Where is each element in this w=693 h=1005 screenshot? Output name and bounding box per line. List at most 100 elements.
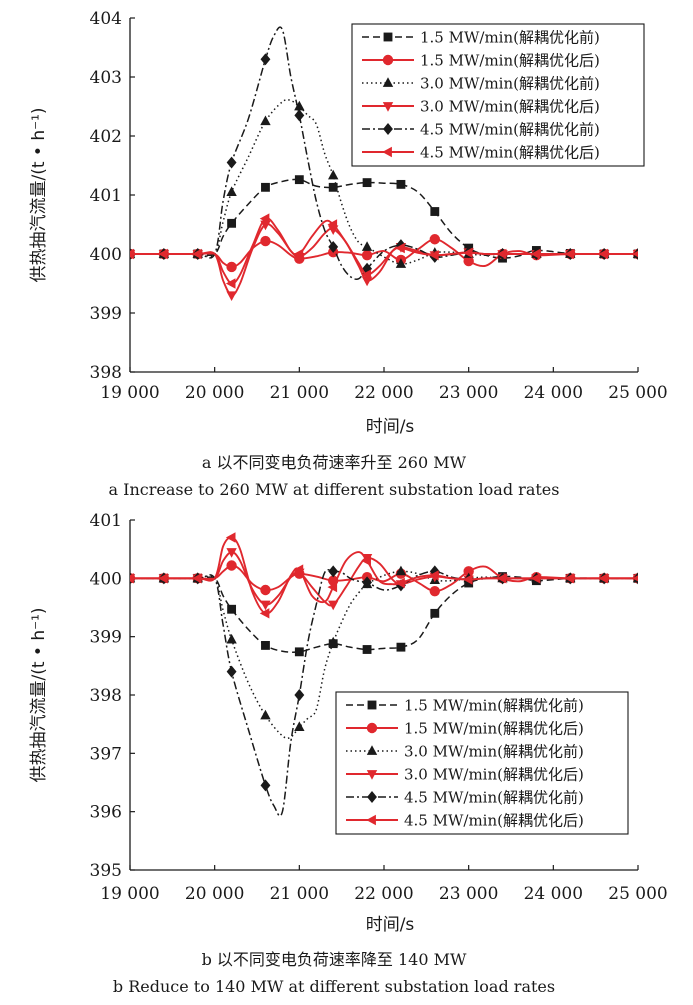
series-3-point: [328, 636, 339, 647]
series-5-point: [429, 565, 440, 578]
caption-en: a Increase to 260 MW at different substa…: [109, 480, 560, 499]
series-1-point: [430, 207, 440, 216]
legend-label: 3.0 MW/min(解耦优化后): [420, 98, 600, 116]
legend-swatch-marker: [382, 146, 392, 158]
series-6-point: [259, 213, 270, 224]
legend-label: 3.0 MW/min(解耦优化后): [404, 766, 584, 784]
legend-swatch-marker: [383, 32, 393, 42]
series-6-point: [395, 577, 405, 589]
legend-label: 4.5 MW/min(解耦优化后): [404, 812, 584, 830]
series-2-point: [226, 560, 237, 571]
y-tick-label: 399: [90, 304, 122, 324]
series-6-point: [130, 248, 134, 260]
x-tick-label: 23 000: [439, 884, 498, 904]
legend-label: 4.5 MW/min(解耦优化后): [420, 144, 600, 162]
series-6-point: [530, 573, 541, 584]
series-6-point: [395, 242, 405, 254]
x-axis-label: 时间/s: [366, 417, 415, 437]
legend-label: 3.0 MW/min(解耦优化前): [420, 75, 600, 93]
series-5-point: [328, 565, 339, 578]
x-tick-label: 24 000: [524, 383, 583, 403]
series-6-point: [632, 575, 638, 582]
series-6-point: [327, 219, 338, 230]
x-tick-label: 22 000: [354, 383, 413, 403]
series-4-point: [328, 600, 339, 611]
series-6-point: [361, 269, 371, 280]
x-tick-label: 24 000: [524, 884, 583, 904]
series-3-point: [361, 241, 373, 251]
legend-b: 1.5 MW/min(解耦优化前) 1.5 MW/min(解耦优化后) 3.0 MW…: [335, 691, 629, 835]
series-2-point: [226, 261, 237, 273]
legend-label: 1.5 MW/min(解耦优化后): [420, 52, 600, 70]
series-6-point: [598, 573, 609, 584]
legend-swatch-marker: [366, 745, 378, 755]
series-5-point: [362, 576, 373, 589]
legend-label: 1.5 MW/min(解耦优化后): [404, 720, 584, 738]
series-6-point: [564, 573, 575, 584]
y-axis-label: 供热抽汽流量/(t • h⁻¹): [29, 107, 49, 282]
y-tick-label: 401: [90, 186, 122, 206]
x-tick-label: 19 000: [100, 884, 159, 904]
series-1-point: [261, 640, 270, 650]
x-tick-label: 21 000: [270, 884, 329, 904]
series-3-point: [328, 169, 339, 180]
x-tick-label: 23 000: [439, 383, 498, 403]
y-tick-label: 403: [90, 68, 122, 88]
series-1-point: [294, 175, 304, 185]
series-4-point: [260, 600, 271, 611]
legend-box: [335, 691, 629, 835]
series-6-point: [192, 573, 202, 584]
y-tick-label: 396: [90, 803, 122, 823]
legend-a: 1.5 MW/min(解耦优化前) 1.5 MW/min(解耦优化后) 3.0 MW…: [351, 23, 645, 167]
y-tick-label: 400: [90, 569, 122, 589]
series-1-point: [362, 645, 372, 654]
series-2-point: [463, 255, 474, 267]
series-2-point: [429, 234, 440, 245]
x-axis-label: 时间/s: [366, 915, 415, 935]
legend-box: [351, 23, 645, 167]
legend-label: 1.5 MW/min(解耦优化前): [404, 697, 584, 715]
series-3-point: [260, 709, 271, 720]
legend-swatch-marker: [366, 722, 378, 734]
y-axis-label: 供热抽汽流量/(t • h⁻¹): [29, 607, 49, 782]
series-6-point: [158, 248, 168, 260]
legend-swatch-marker: [382, 54, 394, 66]
series-6-point: [327, 581, 338, 593]
y-tick-label: 398: [90, 686, 122, 706]
series-5-point: [328, 240, 339, 253]
series-3-point: [260, 115, 271, 126]
series-1-point: [261, 182, 270, 192]
legend-swatch-marker: [367, 791, 377, 803]
series-5-point: [226, 156, 237, 169]
series-6-point: [293, 564, 304, 575]
legend-label: 1.5 MW/min(解耦优化前): [420, 29, 600, 47]
series-3-point: [395, 258, 407, 268]
series-line-1: [130, 178, 638, 259]
y-tick-label: 395: [90, 861, 122, 881]
series-2-point: [260, 235, 271, 247]
series-6-point: [462, 574, 473, 585]
series-5-point: [260, 53, 271, 66]
legend-swatch-marker: [367, 700, 377, 710]
series-2-point: [361, 249, 373, 261]
y-tick-label: 401: [90, 511, 122, 531]
series-6-point: [496, 573, 507, 584]
series-1-point: [227, 218, 237, 228]
chart-a: 19 000 20 000 21 000 22 000 23 000 24 000 25 0…: [29, 9, 668, 499]
legend-swatch-marker: [366, 814, 376, 826]
series-5-point: [226, 665, 237, 678]
series-3-point: [226, 186, 237, 196]
x-tick-label: 20 000: [185, 383, 244, 403]
series-6-point: [192, 248, 202, 260]
series-5-point: [294, 109, 305, 122]
series-2-point: [429, 585, 440, 597]
series-1-point: [396, 642, 406, 652]
series-6-point: [130, 573, 134, 584]
series-6-point: [259, 608, 270, 619]
axes-a: 19 000 20 000 21 000 22 000 23 000 24 000 25 0…: [29, 9, 668, 437]
series-6-point: [564, 248, 575, 260]
x-tick-label: 20 000: [185, 884, 244, 904]
legend-swatch-marker: [383, 123, 393, 135]
series-4-point: [226, 291, 237, 302]
